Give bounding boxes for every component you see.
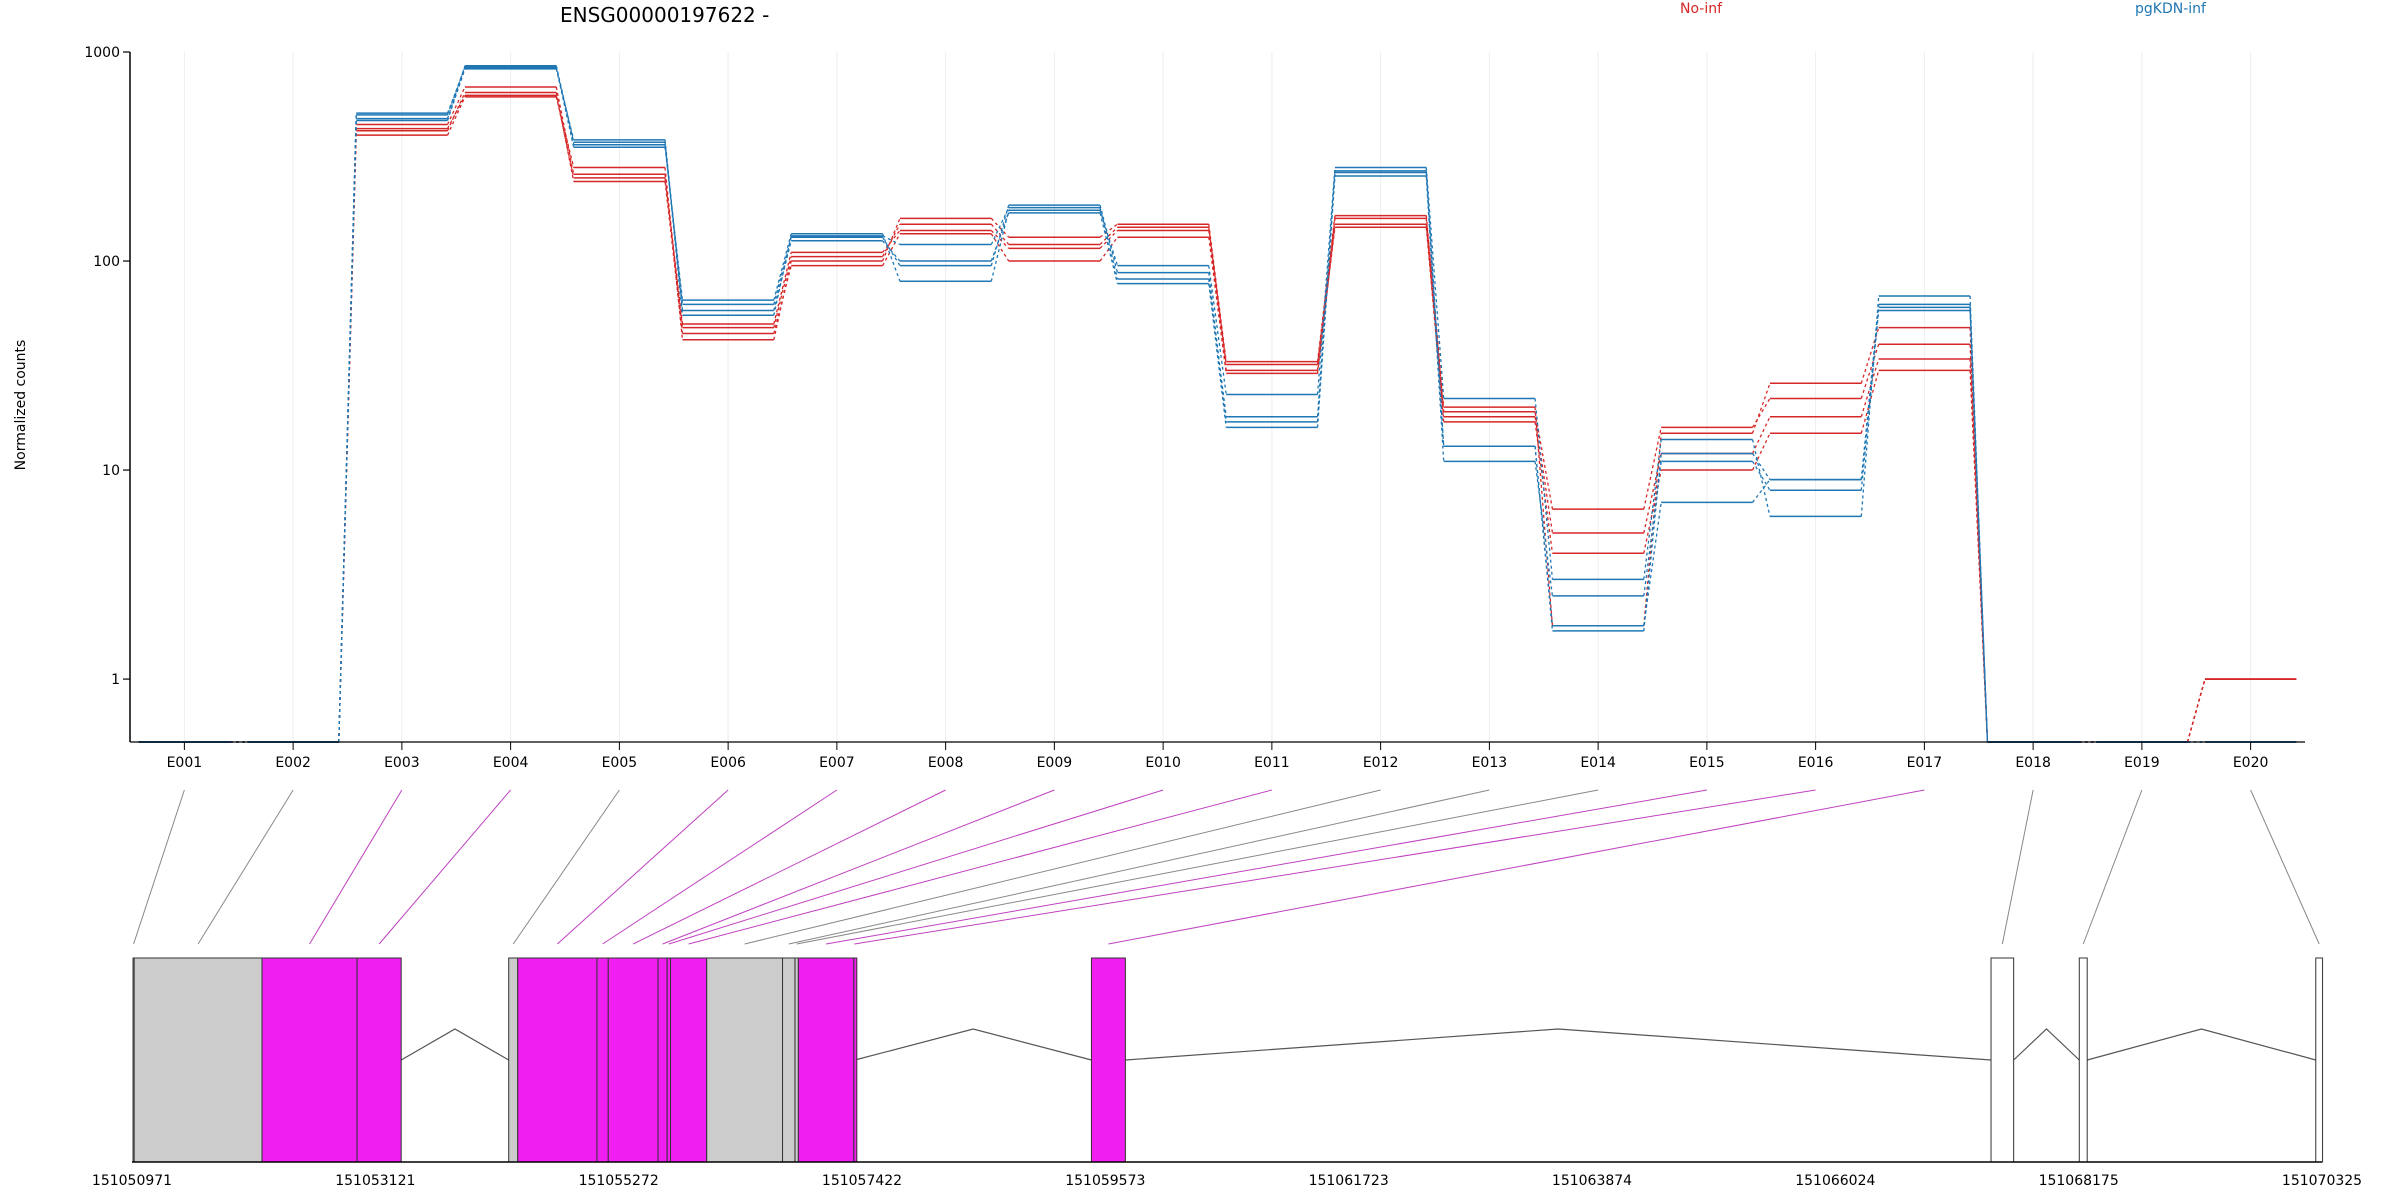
exon-e014 — [794, 957, 799, 1163]
link-e011 — [688, 789, 1273, 945]
coordinate-label-151070325: 151070325 — [2282, 1173, 2362, 1189]
y-tick-label-1000: 1000 — [84, 45, 120, 61]
exon-links — [133, 789, 2320, 945]
series-7-connector — [230, 65, 2205, 743]
exon-e011 — [670, 957, 708, 1163]
coordinate-label-151063874: 151063874 — [1552, 1173, 1632, 1189]
y-tick-label-100: 100 — [93, 254, 120, 270]
exon-e015 — [797, 957, 855, 1163]
link-e007 — [602, 789, 838, 945]
link-e017 — [1108, 789, 1925, 945]
legend-entry-pgkdn-inf: pgKDN-inf — [2135, 1, 2207, 17]
x-tick-label-e009: E009 — [1037, 755, 1073, 771]
coordinate-label-151068175: 151068175 — [2039, 1173, 2119, 1189]
legend-entry-no-inf: No-inf — [1680, 1, 1723, 17]
series-5-connector — [230, 68, 2205, 743]
x-tick-label-e018: E018 — [2015, 755, 2051, 771]
intron-1 — [400, 1028, 509, 1061]
link-e005 — [512, 789, 620, 945]
x-tick-label-e008: E008 — [928, 755, 964, 771]
x-tick-label-e002: E002 — [275, 755, 311, 771]
series-lines — [138, 64, 2297, 743]
x-axis: E001 E002 E003 E004 E005 E006 E007 E008 E009 E010… — [130, 741, 2305, 771]
exon-e002 — [133, 957, 263, 1163]
series-1-connector — [230, 92, 2206, 743]
x-tick-label-e006: E006 — [710, 755, 746, 771]
link-e014 — [796, 789, 1599, 945]
x-tick-label-e012: E012 — [1363, 755, 1399, 771]
link-e012 — [744, 789, 1381, 945]
link-e018 — [2001, 789, 2034, 945]
x-tick-label-e007: E007 — [819, 755, 855, 771]
coordinate-label-151053121: 151053121 — [335, 1173, 415, 1189]
exon-e013 — [782, 957, 796, 1163]
x-tick-label-e017: E017 — [1907, 755, 1943, 771]
coordinate-axis: 151050971 151053121 151055272 151057422 1510… — [92, 1161, 2362, 1189]
exon-e007 — [596, 957, 609, 1163]
series-4-connector — [230, 66, 2205, 743]
link-e016 — [854, 789, 1816, 945]
x-tick-label-e004: E004 — [493, 755, 529, 771]
exon-e017 — [1090, 957, 1126, 1163]
x-tick-label-e016: E016 — [1798, 755, 1834, 771]
link-e002 — [197, 789, 294, 945]
link-e019 — [2082, 789, 2143, 945]
coordinate-label-151066024: 151066024 — [1795, 1173, 1875, 1189]
x-tick-label-e015: E015 — [1689, 755, 1725, 771]
exon-e020 — [2315, 957, 2324, 1163]
x-tick-label-e005: E005 — [602, 755, 638, 771]
x-tick-label-e020: E020 — [2233, 755, 2269, 771]
coordinate-label-151057422: 151057422 — [822, 1173, 902, 1189]
x-tick-label-e013: E013 — [1472, 755, 1508, 771]
x-tick-label-e010: E010 — [1145, 755, 1181, 771]
link-e003 — [309, 789, 403, 945]
coordinate-label-151059573: 151059573 — [1065, 1173, 1145, 1189]
y-axis-label: Normalized counts — [13, 340, 29, 471]
exon-e012 — [706, 957, 784, 1163]
y-tick-label-1: 1 — [111, 672, 120, 688]
coordinate-label-151061723: 151061723 — [1309, 1173, 1389, 1189]
exon-e005 — [508, 957, 519, 1163]
x-tick-label-e011: E011 — [1254, 755, 1290, 771]
intron-4 — [2013, 1028, 2080, 1061]
link-e004 — [378, 789, 512, 945]
intron-2 — [854, 1028, 1092, 1061]
link-e001 — [133, 789, 185, 945]
y-axis: 1 10 100 1000 — [84, 45, 131, 742]
link-e009 — [662, 789, 1055, 945]
exon-e003 — [261, 957, 358, 1163]
link-e010 — [668, 789, 1164, 945]
link-e013 — [788, 789, 1490, 945]
link-e008 — [632, 789, 946, 945]
coordinate-label-151050971: 151050971 — [92, 1173, 172, 1189]
exon-e018 — [1990, 957, 2015, 1163]
intron-5 — [2087, 1028, 2316, 1061]
exon-e010 — [666, 957, 672, 1163]
chart-title: ENSG00000197622 - — [560, 3, 769, 27]
link-e006 — [557, 789, 729, 945]
series-6-connector — [230, 67, 2205, 743]
exon-e006 — [517, 957, 598, 1163]
x-tick-label-e019: E019 — [2124, 755, 2160, 771]
grid-lines — [183, 52, 2252, 742]
exon-e004 — [356, 957, 402, 1163]
x-tick-label-e003: E003 — [384, 755, 420, 771]
gene-model — [132, 957, 2324, 1163]
coordinate-label-151055272: 151055272 — [579, 1173, 659, 1189]
link-e020 — [2250, 789, 2320, 945]
series-3-connector — [230, 95, 2206, 743]
series-0-connector — [230, 86, 2206, 743]
exon-e016 — [853, 957, 858, 1163]
x-tick-label-e001: E001 — [167, 755, 203, 771]
exon-e009 — [657, 957, 668, 1163]
intron-3 — [1125, 1028, 1992, 1061]
exon-e008 — [607, 957, 659, 1163]
x-tick-label-e014: E014 — [1580, 755, 1616, 771]
link-e015 — [826, 789, 1707, 945]
series-2-connector — [230, 96, 2206, 743]
exon-e019 — [2078, 957, 2088, 1163]
y-tick-label-10: 10 — [102, 463, 120, 479]
